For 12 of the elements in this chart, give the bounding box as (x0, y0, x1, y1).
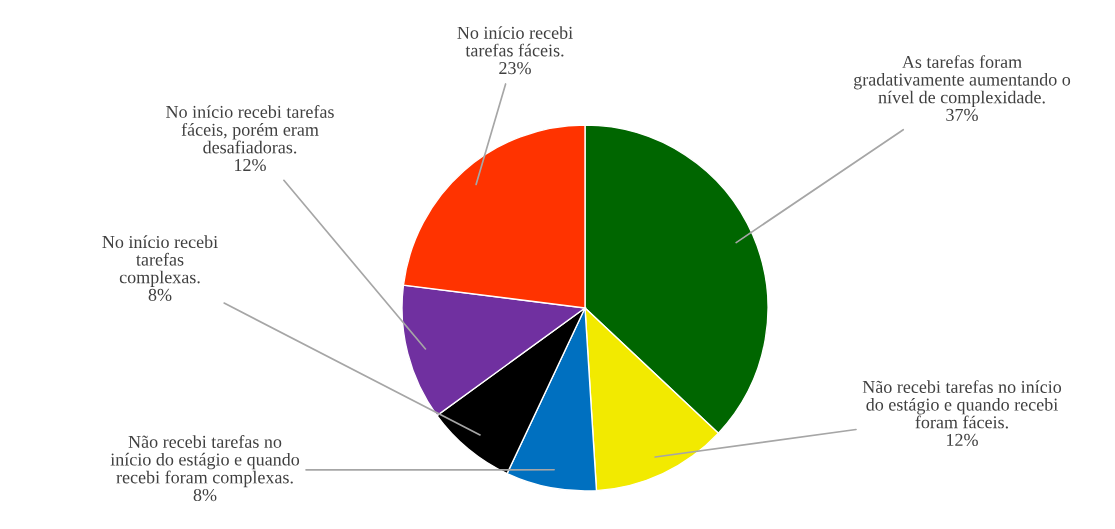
slice-label: Não recebi tarefas no início do estágio e quando recebi foram fáceis. (862, 380, 1062, 429)
data-label: 37% (946, 108, 978, 122)
slice-label: No início recebi tarefas fáceis. (457, 26, 573, 57)
slice-label: Não recebi tarefas no início do estágio e quando recebi foram complexas. (110, 435, 300, 488)
data-label: 8% (148, 288, 172, 302)
slice-label: No início recebi tarefas fáceis, porém eram desafiadoras. (166, 105, 334, 154)
data-label: 12% (235, 158, 266, 172)
data-label: 8% (193, 488, 217, 502)
slice-label: As tarefas foram gradativamente aumentando o nível de complexidade. (853, 55, 1071, 108)
slice-label: No início recebi tarefas complexas. (102, 235, 218, 287)
data-label: 23% (499, 61, 531, 75)
data-label: 12% (947, 433, 978, 447)
